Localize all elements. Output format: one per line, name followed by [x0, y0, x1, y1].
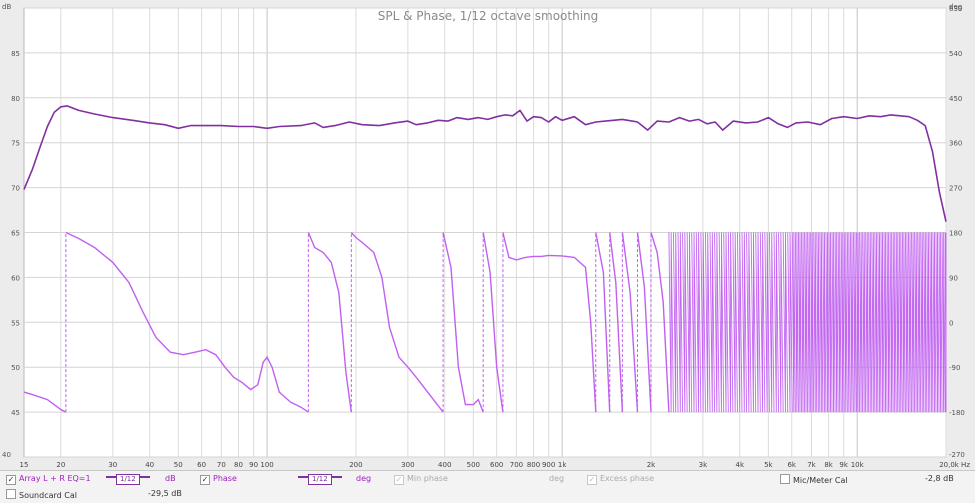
- x-tick-label: 4k: [736, 461, 745, 469]
- phase-series: [23, 231, 947, 413]
- y-right-tick-label: 180: [949, 230, 962, 238]
- x-tick-label: 100: [260, 461, 273, 469]
- series-color-swatch-icon: [139, 476, 150, 478]
- excess-phase-toggle[interactable]: Excess phase: [587, 474, 654, 485]
- series1-toggle[interactable]: Array L + R EQ=1: [6, 474, 91, 485]
- mic-cal-label: Mic/Meter Cal: [793, 476, 848, 485]
- y-right-tick-label: 270: [949, 185, 962, 193]
- x-tick-label: 900: [542, 461, 555, 469]
- phase-wrap-dense: [668, 232, 947, 413]
- y-right-tick-label: 360: [949, 140, 962, 148]
- legend-panel: Array L + R EQ=1 1/12 dB Phase 1/12 deg …: [0, 470, 975, 503]
- x-tick-label: 9k: [839, 461, 848, 469]
- y-right-tick-label: 450: [949, 95, 962, 103]
- y-right-tick-label: -90: [949, 364, 960, 372]
- soundcard-cal-toggle[interactable]: Soundcard Cal: [6, 489, 77, 500]
- x-tick-label: 400: [438, 461, 451, 469]
- mic-cal-value: -2,8 dB: [925, 474, 954, 483]
- checkbox-icon[interactable]: [6, 475, 16, 485]
- y-right-tick-label: -270: [949, 451, 965, 459]
- x-tick-label: 6k: [787, 461, 796, 469]
- tick-labels: 45 50 55 60 65 70 75 80 85 -270 -180 -90 0 90 180 270 36…: [2, 5, 970, 469]
- x-tick-label: 15: [20, 461, 29, 469]
- mic-cal-toggle[interactable]: Mic/Meter Cal: [780, 474, 848, 485]
- x-tick-label: 300: [401, 461, 414, 469]
- x-tick-label: 700: [510, 461, 523, 469]
- chart-area: 45 50 55 60 65 70 75 80 85 -270 -180 -90 0 90 180 270 36…: [2, 3, 970, 469]
- checkbox-icon[interactable]: [394, 475, 404, 485]
- x-tick-label: 500: [467, 461, 480, 469]
- x-tick-label: 40: [145, 461, 154, 469]
- x-tick-label: 30: [108, 461, 117, 469]
- x-tick-label: 70: [217, 461, 226, 469]
- y-left-tick-label: 50: [11, 364, 20, 372]
- chart-title: SPL & Phase, 1/12 octave smoothing: [378, 9, 599, 23]
- series-color-swatch-icon: [298, 476, 308, 478]
- y-left-tick-label: 85: [11, 50, 20, 58]
- y-right-tick-label: 0: [949, 319, 953, 327]
- x-tick-label: 7k: [807, 461, 816, 469]
- x-tick-label: 20: [56, 461, 65, 469]
- checkbox-icon[interactable]: [587, 475, 597, 485]
- checkbox-icon[interactable]: [200, 475, 210, 485]
- y-right-tick-label: 540: [949, 50, 962, 58]
- x-tick-label: 90: [249, 461, 258, 469]
- y-left-tick-label: 60: [11, 274, 20, 282]
- min-phase-toggle[interactable]: Min phase: [394, 474, 448, 485]
- y-left-tick-label: 65: [11, 230, 20, 238]
- checkbox-icon[interactable]: [780, 474, 790, 484]
- spl-series: [23, 105, 947, 222]
- x-tick-label: 1k: [558, 461, 567, 469]
- series-color-swatch-icon: [106, 476, 116, 478]
- x-tick-label: 8k: [824, 461, 833, 469]
- x-tick-label: 10k: [851, 461, 865, 469]
- y-right-tick-label: 630: [949, 5, 962, 13]
- legend-row-2: Soundcard Cal -29,5 dB: [0, 486, 975, 501]
- soundcard-cal-label: Soundcard Cal: [19, 491, 77, 500]
- x-tick-label: 600: [490, 461, 503, 469]
- checkbox-icon[interactable]: [6, 489, 16, 499]
- excess-phase-label: Excess phase: [600, 474, 654, 483]
- x-tick-label: 80: [234, 461, 243, 469]
- y-right-tick-label: -180: [949, 409, 965, 417]
- y-left-tick-label: 55: [11, 319, 20, 327]
- series1-unit: dB: [165, 474, 176, 483]
- x-tick-label: 2k: [647, 461, 656, 469]
- series-color-swatch-icon: [331, 476, 342, 478]
- x-tick-label: 200: [349, 461, 362, 469]
- min-phase-unit: deg: [549, 474, 565, 483]
- min-phase-label: Min phase: [407, 474, 448, 483]
- legend-row-1: Array L + R EQ=1 1/12 dB Phase 1/12 deg …: [0, 471, 975, 486]
- y-left-tick-label: 80: [11, 95, 20, 103]
- phase-smoothing-button[interactable]: 1/12: [298, 474, 342, 485]
- series1-smoothing-button[interactable]: 1/12: [106, 474, 150, 485]
- y-right-unit-label: deg: [949, 3, 962, 11]
- y-left-tick-label: 70: [11, 185, 20, 193]
- y-left-tick-label: 75: [11, 140, 20, 148]
- x-tick-label: 20,0k Hz: [939, 461, 970, 469]
- x-tick-label: 50: [174, 461, 183, 469]
- x-tick-label: 800: [527, 461, 540, 469]
- series1-label: Array L + R EQ=1: [19, 474, 91, 483]
- y-right-tick-label: 90: [949, 274, 958, 282]
- spl-line: [23, 105, 947, 222]
- y-left-tick-label: 45: [11, 409, 20, 417]
- grid: [24, 7, 947, 458]
- y-left-tick-label: 40: [2, 451, 11, 459]
- phase-label: Phase: [213, 474, 237, 483]
- x-tick-label: 3k: [699, 461, 708, 469]
- phase-line: [23, 231, 670, 413]
- soundcard-cal-value: -29,5 dB: [148, 489, 182, 498]
- phase-toggle[interactable]: Phase: [200, 474, 237, 485]
- phase-unit: deg: [356, 474, 372, 483]
- y-left-unit-label: dB: [2, 3, 11, 11]
- x-tick-label: 5k: [764, 461, 773, 469]
- x-tick-label: 60: [197, 461, 206, 469]
